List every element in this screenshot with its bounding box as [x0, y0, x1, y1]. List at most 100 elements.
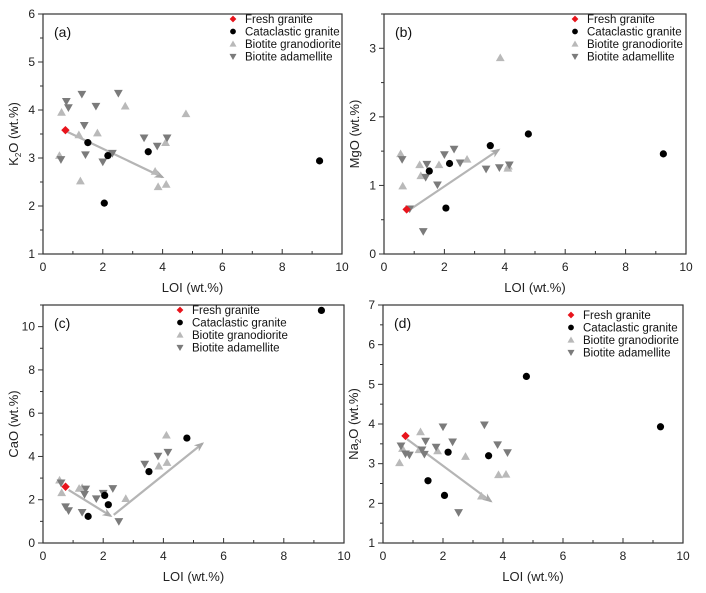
- data-point-adamellite: [421, 437, 430, 446]
- panel-b: 0 2 4 6 8 10 0 1 2 3 LOI (wt.%) MgO (wt.%) (b) Fresh …: [347, 13, 693, 295]
- data-point-fresh: [61, 482, 70, 491]
- legend-marker-fresh: [176, 306, 184, 314]
- data-point-adamellite: [139, 134, 149, 143]
- data-point-adamellite: [431, 443, 441, 452]
- data-point-cataclastic: [522, 372, 531, 380]
- x-tick-label: 10: [337, 549, 351, 563]
- data-point-cataclastic: [84, 139, 92, 147]
- data-point-adamellite: [503, 449, 512, 457]
- x-tick-label: 8: [279, 260, 286, 274]
- data-point-adamellite: [107, 149, 117, 158]
- legend-label-cataclastic: Cataclastic granite: [245, 27, 340, 39]
- x-tick-label: 4: [501, 260, 508, 274]
- y-tick-label: 6: [28, 7, 35, 21]
- data-point-cataclastic: [524, 130, 532, 138]
- y-tick-label: 8: [28, 363, 35, 377]
- data-point-adamellite: [417, 446, 427, 455]
- legend-label-granodiorite: Biotite granodiorite: [245, 39, 341, 51]
- legend-marker-granodiorite: [571, 40, 579, 47]
- y-tick-label: 1: [369, 178, 376, 192]
- y-axis-title: CaO (wt.%): [6, 390, 21, 457]
- data-point-adamellite: [494, 164, 504, 172]
- data-point-adamellite: [454, 509, 463, 517]
- data-point-adamellite: [91, 495, 101, 504]
- data-point-cataclastic: [440, 491, 449, 499]
- x-tick-label: 2: [99, 260, 106, 274]
- x-tick-label: 6: [219, 260, 226, 274]
- data-point-granodiorite: [501, 469, 511, 478]
- legend-marker-adamellite: [567, 349, 575, 357]
- data-point-granodiorite: [477, 491, 486, 500]
- x-tick-label: 0: [40, 549, 47, 563]
- x-axis-title: LOI (wt.%): [502, 569, 563, 584]
- x-tick-label: 8: [622, 260, 629, 274]
- data-point-granodiorite: [398, 444, 407, 452]
- data-point-granodiorite: [395, 458, 404, 467]
- data-point-adamellite: [162, 134, 172, 143]
- data-point-granodiorite: [495, 53, 505, 62]
- data-point-adamellite: [79, 122, 89, 130]
- legend-label-granodiorite: Biotite granodiorite: [583, 335, 679, 347]
- data-point-cataclastic: [445, 159, 454, 168]
- y-tick-label: 0: [28, 536, 35, 550]
- y-tick-label: 4: [28, 449, 35, 463]
- data-point-adamellite: [64, 104, 73, 112]
- trend-arrow: [66, 130, 165, 179]
- y-tick-label: 1: [28, 247, 35, 261]
- x-axis-title: LOI (wt.%): [163, 569, 224, 584]
- y-tick-label: 2: [368, 496, 375, 510]
- x-axis-title: LOI (wt.%): [504, 280, 565, 295]
- data-point-adamellite: [440, 151, 449, 159]
- data-point-adamellite: [504, 161, 514, 170]
- data-point-adamellite: [80, 491, 89, 499]
- legend-label-adamellite: Biotite adamellite: [583, 348, 671, 360]
- x-tick-label: 2: [440, 549, 447, 563]
- data-point-granodiorite: [153, 182, 163, 191]
- legend-marker-fresh: [567, 311, 575, 319]
- data-point-adamellite: [61, 98, 71, 106]
- data-point-adamellite: [448, 438, 457, 447]
- data-point-granodiorite: [75, 176, 85, 185]
- x-tick-label: 4: [160, 549, 167, 563]
- data-point-granodiorite: [120, 101, 130, 110]
- x-tick-label: 0: [381, 260, 388, 274]
- trend-arrow: [410, 148, 501, 210]
- y-tick-label: 2: [28, 493, 35, 507]
- x-tick-label: 6: [562, 260, 569, 274]
- y-axis-title: Na2O (wt.%): [346, 388, 363, 460]
- data-point-cataclastic: [424, 477, 432, 485]
- data-point-adamellite: [113, 89, 123, 98]
- y-tick-label: 4: [28, 103, 35, 117]
- data-point-granodiorite: [415, 160, 425, 169]
- panel-label: (d): [394, 315, 411, 331]
- y-tick-label: 0: [369, 247, 376, 261]
- data-point-granodiorite: [161, 180, 171, 188]
- data-point-granodiorite: [121, 494, 131, 502]
- data-point-cataclastic: [425, 167, 433, 175]
- y-tick-label: 4: [368, 417, 375, 431]
- panel-label: (b): [395, 24, 412, 40]
- data-point-cataclastic: [84, 512, 92, 520]
- data-point-granodiorite: [181, 109, 191, 118]
- data-point-granodiorite: [150, 167, 160, 175]
- data-point-adamellite: [152, 142, 162, 151]
- legend-label-cataclastic: Cataclastic granite: [192, 318, 287, 330]
- data-point-adamellite: [153, 452, 163, 461]
- x-tick-label: 10: [679, 260, 693, 274]
- y-tick-label: 5: [368, 377, 375, 391]
- data-point-granodiorite: [416, 427, 425, 436]
- data-point-granodiorite: [398, 181, 408, 190]
- legend-marker-granodiorite: [176, 331, 184, 338]
- data-point-adamellite: [493, 441, 502, 450]
- data-point-cataclastic: [486, 142, 494, 150]
- data-point-adamellite: [108, 485, 118, 493]
- legend-label-fresh: Fresh granite: [245, 14, 313, 26]
- data-point-adamellite: [421, 173, 431, 182]
- data-point-granodiorite: [433, 446, 442, 455]
- data-point-granodiorite: [162, 458, 172, 466]
- panel-label: (a): [54, 24, 71, 40]
